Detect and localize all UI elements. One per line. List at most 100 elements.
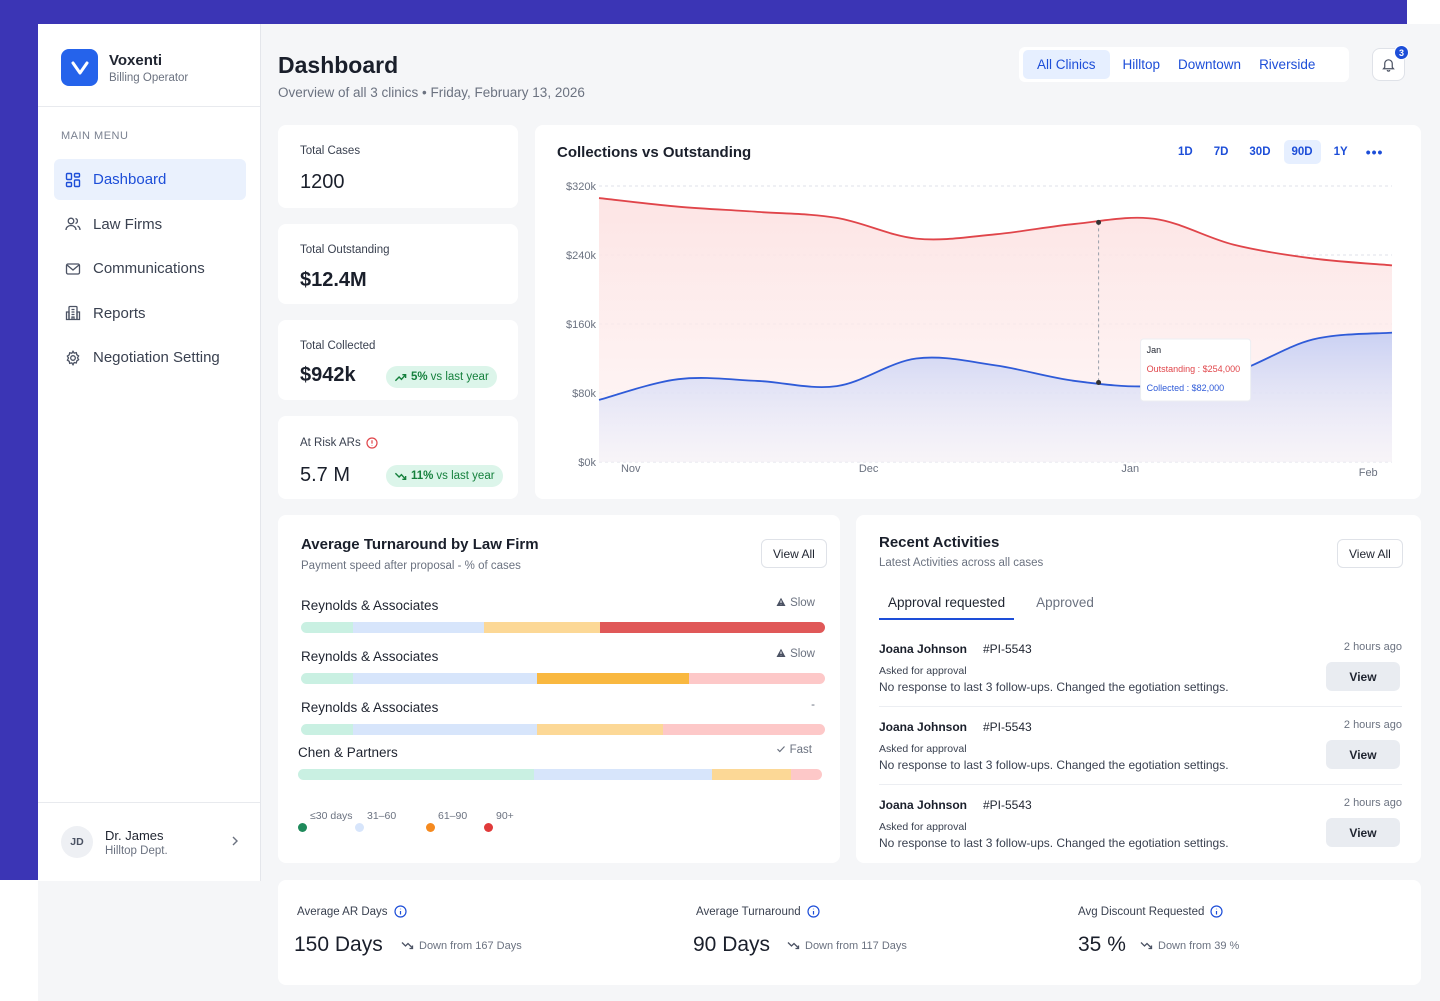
activities-view-all-button[interactable]: View All (1337, 539, 1403, 568)
firm-status-label: - (811, 699, 815, 711)
tab-downtown[interactable]: Downtown (1178, 57, 1242, 72)
sidebar-item-communications[interactable]: Communications (54, 248, 246, 289)
bar-segment (301, 673, 354, 684)
activity-label: Asked for approval (879, 743, 967, 755)
turnaround-view-all-button[interactable]: View All (761, 539, 827, 568)
y-tick-label: $80k (572, 388, 596, 400)
metric-value: 150 Days (294, 933, 383, 956)
y-tick-label: $240k (566, 250, 596, 262)
tooltip-point-collected (1096, 379, 1102, 385)
voxenti-logo-icon (61, 49, 98, 86)
tooltip-title: Jan (1147, 345, 1162, 355)
sidebar-item-negotiation-setting[interactable]: Negotiation Setting (54, 337, 246, 378)
more-options-icon[interactable]: ••• (1365, 144, 1384, 160)
activity-case-id[interactable]: #PI-5543 (983, 642, 1032, 656)
turnaround-title: Average Turnaround by Law Firm (301, 536, 539, 553)
trend-down-icon (1140, 942, 1153, 950)
range-7d[interactable]: 7D (1213, 146, 1229, 158)
range-30d[interactable]: 30D (1249, 146, 1271, 158)
trend-down-icon (394, 472, 407, 480)
page-title: Dashboard (278, 52, 399, 78)
activity-message: No response to last 3 follow-ups. Change… (879, 758, 1229, 772)
info-icon[interactable] (393, 905, 407, 918)
metric-label: Average Turnaround (696, 905, 801, 918)
range-1y[interactable]: 1Y (1333, 146, 1348, 158)
range-1d[interactable]: 1D (1178, 146, 1193, 158)
activity-tabs: Approval requested Approved (879, 587, 1116, 620)
legend-label: 31–60 (367, 810, 397, 822)
stat-value: 1200 (300, 171, 345, 193)
bar-segment (353, 673, 537, 684)
turnaround-bar[interactable] (301, 622, 825, 633)
trend-down-icon (787, 942, 800, 950)
turnaround-bar[interactable] (301, 724, 825, 735)
tab-all-clinics[interactable]: All Clinics (1023, 50, 1110, 79)
range-90d[interactable]: 90D (1283, 140, 1321, 164)
activity-message: No response to last 3 follow-ups. Change… (879, 836, 1229, 850)
firm-status-label: Slow (790, 648, 815, 660)
total-outstanding-card: Total Outstanding $12.4M (278, 224, 518, 304)
activity-case-id[interactable]: #PI-5543 (983, 720, 1032, 734)
tab-approved[interactable]: Approved (1036, 595, 1094, 610)
firm-status: - (811, 699, 815, 711)
bar-segment (301, 622, 354, 633)
stat-label: Total Outstanding (300, 244, 390, 256)
metric-label-row: Average Turnaround (696, 905, 820, 918)
users-icon (65, 217, 81, 231)
info-icon[interactable] (1210, 905, 1223, 918)
firm-name[interactable]: Chen & Partners (298, 745, 398, 760)
metric-trend: Down from 117 Days (787, 939, 907, 952)
firm-name[interactable]: Reynolds & Associates (301, 700, 439, 715)
tab-approval-requested[interactable]: Approval requested (879, 587, 1015, 620)
activity-case-id[interactable]: #PI-5543 (983, 798, 1032, 812)
view-button[interactable]: View (1326, 740, 1400, 769)
sidebar-item-law-firms[interactable]: Law Firms (54, 204, 246, 245)
series-area-collected (599, 332, 1392, 462)
activity-divider (879, 706, 1402, 707)
sidebar-item-reports[interactable]: Reports (54, 293, 246, 334)
activity-label: Asked for approval (879, 821, 967, 833)
main-menu: Dashboard Law Firms Communications Repor… (54, 159, 246, 382)
sidebar-item-label: Negotiation Setting (93, 349, 220, 366)
sidebar: Voxenti Billing Operator MAIN MENU Dashb… (38, 24, 261, 881)
brand[interactable]: Voxenti Billing Operator (61, 49, 188, 86)
series-line-outstanding (598, 197, 1393, 267)
stat-label-row: At Risk ARs (300, 437, 378, 449)
view-button[interactable]: View (1326, 818, 1400, 847)
range-tabs: 1D 7D 30D 90D 1Y ••• (1165, 140, 1383, 164)
x-tick-label: Dec (859, 463, 879, 475)
tab-hilltop[interactable]: Hilltop (1122, 57, 1161, 72)
bar-segment (688, 673, 825, 684)
bar-segment (536, 673, 689, 684)
trend-up-icon (394, 373, 407, 381)
user-name: Dr. James (105, 828, 164, 843)
trend-text: vs last year (436, 470, 495, 482)
firm-name[interactable]: Reynolds & Associates (301, 649, 439, 664)
trend-value: 5% (411, 371, 428, 383)
turnaround-subtitle: Payment speed after proposal - % of case… (301, 560, 521, 572)
bar-segment (301, 724, 354, 735)
activity-time: 2 hours ago (1343, 719, 1402, 731)
info-icon[interactable] (807, 905, 820, 918)
metric-trend: Down from 167 Days (401, 939, 522, 952)
activity-item: Joana Johnson #PI-5543 2 hours ago Asked… (879, 710, 1402, 788)
sidebar-item-dashboard[interactable]: Dashboard (54, 159, 246, 200)
stat-label: Total Collected (300, 340, 376, 352)
metric-value: 90 Days (693, 933, 771, 956)
view-button[interactable]: View (1326, 662, 1400, 691)
bar-segment (711, 769, 791, 780)
turnaround-bar[interactable] (298, 769, 822, 780)
series-line-collected (598, 331, 1393, 401)
turnaround-bar[interactable] (301, 673, 825, 684)
chevron-right-icon[interactable] (228, 834, 242, 848)
stat-value: $12.4M (300, 269, 367, 291)
activity-user: Joana Johnson (879, 720, 968, 734)
tab-riverside[interactable]: Riverside (1259, 57, 1316, 72)
firm-name[interactable]: Reynolds & Associates (301, 598, 439, 613)
firm-status-label: Fast (789, 744, 812, 756)
activity-time: 2 hours ago (1343, 641, 1402, 653)
user-profile[interactable]: JD Dr. James Hilltop Dept. (38, 802, 260, 881)
bar-segment (662, 724, 825, 735)
x-tick-label: Jan (1121, 463, 1139, 475)
sidebar-item-label: Reports (93, 304, 146, 322)
